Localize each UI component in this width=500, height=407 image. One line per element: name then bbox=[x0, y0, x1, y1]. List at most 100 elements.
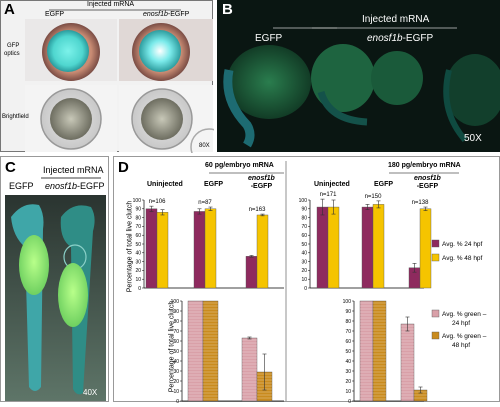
panel-c-micrograph bbox=[5, 177, 106, 401]
chart-0-sample-size: n=87 bbox=[198, 200, 212, 206]
chart-3-ytick-label: 70 bbox=[345, 329, 351, 335]
chart-1-bar bbox=[419, 208, 432, 289]
panel-a-header: Injected mRNA bbox=[87, 1, 135, 8]
chart-1-bar bbox=[316, 206, 329, 289]
chart-1-ytick-label: 30 bbox=[301, 259, 307, 265]
legend-24hpf-label: Avg. % 24 hpf bbox=[442, 241, 483, 248]
chart-1-bar bbox=[372, 204, 385, 289]
chart-1-ytick-label: 20 bbox=[301, 268, 307, 274]
chart-2-ytick-label: 60 bbox=[173, 339, 179, 345]
chart-0-bar bbox=[156, 212, 169, 289]
panel-d-header-60pg: 60 pg/embryo mRNA bbox=[205, 162, 274, 169]
panel-b-label: B bbox=[222, 1, 233, 18]
panel-d-left-uninjected: Uninjected bbox=[147, 181, 183, 188]
panel-b: B Injected mRNA EGFP enosf1b-EGFP 50X bbox=[217, 0, 500, 152]
chart-2-ytick-label: 0 bbox=[176, 399, 179, 403]
chart-2-ytick-label: 30 bbox=[173, 369, 179, 375]
chart-2-ytick-label: 90 bbox=[173, 309, 179, 315]
chart-2-ytick-label: 70 bbox=[173, 329, 179, 335]
chart-0-bar bbox=[245, 256, 258, 289]
chart-1-ytick-label: 10 bbox=[301, 277, 307, 283]
chart-0-ytick-label: 20 bbox=[135, 268, 141, 274]
panel-c-col-enosf1b: enosf1b-EGFP bbox=[45, 181, 105, 191]
chart-0-ytick-label: 80 bbox=[135, 215, 141, 221]
panel-c: C Injected mRNA EGFP enosf1b-EGFP 40X bbox=[0, 156, 109, 402]
chart-2-ytick-label: 50 bbox=[173, 349, 179, 355]
panel-b-embryo-enosf1b-2 bbox=[371, 51, 423, 105]
chart-3-ytick-label: 50 bbox=[345, 349, 351, 355]
panel-b-micrograph bbox=[223, 27, 500, 148]
chart-0-bar bbox=[193, 211, 206, 289]
chart-0-ytick-label: 70 bbox=[135, 224, 141, 230]
panel-b-embryo-enosf1b-1 bbox=[311, 44, 375, 112]
chart-1-bar bbox=[361, 206, 374, 289]
chart-0-ytick-label: 100 bbox=[133, 198, 142, 204]
chart-3-ytick-label: 0 bbox=[348, 399, 351, 403]
chart-0-ytick-label: 40 bbox=[135, 251, 141, 257]
chart-0-sample-size: n=106 bbox=[149, 199, 167, 205]
panel-a: A Injected mRNA EGFP enosf1b-EGFP GFP op… bbox=[0, 0, 214, 153]
chart-1-ytick-label: 90 bbox=[301, 207, 307, 213]
panel-b-col-enosf1b: enosf1b-EGFP bbox=[367, 33, 434, 44]
panel-d: 0 10 20 30 40 50 60 70 80 90 100 n=106 n=87 n=163 0 10 2… bbox=[113, 156, 500, 403]
gfp-embryo-enosf1b bbox=[139, 30, 181, 72]
panel-d-ylabel-bottom: Percentage of total live clutch bbox=[168, 300, 176, 393]
legend-green48-line2: 48 hpf bbox=[452, 342, 470, 349]
gfp-embryo-egfp bbox=[47, 30, 89, 72]
chart-0-ytick-label: 30 bbox=[135, 259, 141, 265]
chart-1-sample-size: n=150 bbox=[365, 194, 383, 200]
chart-3-ytick-label: 30 bbox=[345, 369, 351, 375]
chart-3-bar bbox=[400, 323, 415, 402]
panel-a-row-brightfield: Brightfield bbox=[2, 114, 29, 120]
chart-3-ytick-label: 20 bbox=[345, 379, 351, 385]
legend-green48-swatch bbox=[431, 331, 440, 340]
chart-2-ytick-label: 100 bbox=[171, 299, 180, 305]
chart-0-sample-size: n=163 bbox=[249, 207, 267, 213]
legend-green24-line2: 24 hpf bbox=[452, 320, 470, 327]
panel-d-right-enosf1b: enosf1b -EGFP bbox=[414, 175, 441, 190]
panel-a-row-gfp: GFP bbox=[7, 43, 20, 49]
chart-3-ytick-label: 10 bbox=[345, 389, 351, 395]
chart-0-bar bbox=[256, 214, 269, 289]
chart-0-bar bbox=[145, 208, 158, 289]
chart-0-ytick-label: 0 bbox=[138, 286, 141, 292]
chart-0-ytick-label: 50 bbox=[135, 242, 141, 248]
chart-2-ytick-label: 80 bbox=[173, 319, 179, 325]
panel-b-header: Injected mRNA bbox=[362, 14, 430, 25]
panel-d-left-enosf1b: enosf1b -EGFP bbox=[248, 175, 275, 190]
panel-b-embryo-egfp bbox=[227, 45, 311, 119]
panel-a-micrographs bbox=[25, 9, 214, 153]
panel-b-magnification: 50X bbox=[464, 133, 482, 144]
chart-2-bar bbox=[241, 337, 258, 402]
chart-1-ytick-label: 70 bbox=[301, 224, 307, 230]
panel-c-header: Injected mRNA bbox=[43, 165, 104, 175]
chart-1-sample-size: n=171 bbox=[320, 192, 338, 198]
panel-a-col-enosf1b: enosf1b-EGFP bbox=[143, 11, 190, 18]
chart-1-sample-size: n=138 bbox=[412, 200, 430, 206]
chart-1-ytick-label: 40 bbox=[301, 251, 307, 257]
panel-c-col-egfp: EGFP bbox=[9, 181, 34, 191]
chart-1-ytick-label: 60 bbox=[301, 233, 307, 239]
legend-green48-label: Avg. % green – bbox=[442, 333, 487, 340]
chart-0-ytick-label: 10 bbox=[135, 277, 141, 283]
panel-d-ylabel-top: Percentage of total live clutch bbox=[126, 200, 134, 293]
legend-24hpf-swatch bbox=[431, 239, 440, 248]
panel-a-magnification: 80X bbox=[199, 143, 210, 149]
panel-c-label: C bbox=[5, 159, 16, 176]
chart-2-ytick-label: 10 bbox=[173, 389, 179, 395]
panel-d-right-egfp: EGFP bbox=[374, 181, 394, 188]
panel-c-magnification: 40X bbox=[83, 388, 98, 397]
legend-48hpf-swatch bbox=[431, 253, 440, 262]
panel-a-row-optics: optics bbox=[4, 51, 20, 57]
chart-2-ytick-label: 20 bbox=[173, 379, 179, 385]
chart-3-ytick-label: 100 bbox=[343, 299, 352, 305]
chart-0-bar bbox=[204, 208, 217, 289]
chart-1-ytick-label: 100 bbox=[299, 198, 308, 204]
panel-d-label: D bbox=[118, 159, 129, 176]
chart-3-ytick-label: 80 bbox=[345, 319, 351, 325]
chart-3-ytick-label: 60 bbox=[345, 339, 351, 345]
panel-a-col-egfp: EGFP bbox=[45, 11, 65, 18]
panel-d-header-180pg: 180 pg/embryo mRNA bbox=[388, 162, 461, 169]
legend-green24-swatch bbox=[431, 309, 440, 318]
